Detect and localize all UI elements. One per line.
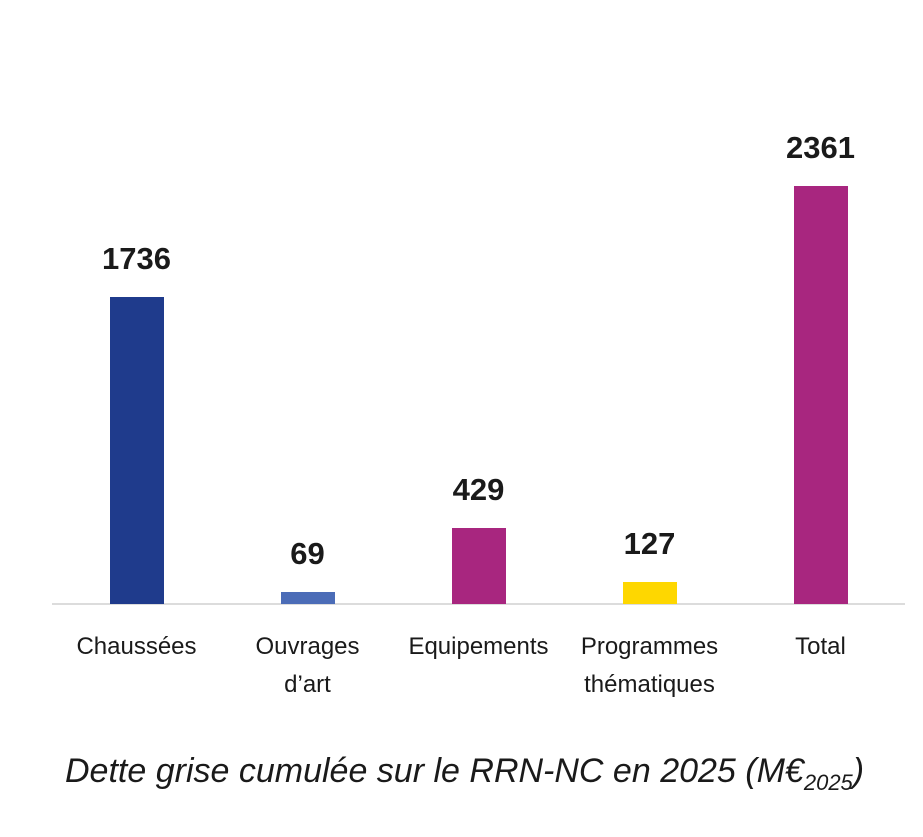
title-subscript: 2025 — [803, 770, 853, 795]
bar — [793, 186, 848, 604]
title-text: Dette grise cumulée sur le RRN-NC en 202… — [65, 752, 804, 790]
bar — [109, 296, 164, 604]
x-tick-label: Chaussées — [76, 633, 197, 660]
x-tick-label: Ouvrages d’art — [255, 633, 360, 698]
bar — [451, 528, 506, 604]
title-end: ) — [852, 752, 865, 790]
value-label: 69 — [290, 535, 325, 571]
baseline — [52, 603, 905, 605]
value-label: 1736 — [102, 240, 171, 276]
value-label: 429 — [452, 472, 505, 508]
value-label: 2361 — [786, 130, 855, 165]
x-tick-label: Equipements — [408, 633, 549, 660]
chart-title: Dette grise cumulée sur le RRN-NC en 202… — [65, 752, 865, 794]
x-tick-label: Total — [795, 633, 846, 660]
bar — [280, 591, 335, 604]
value-label: 127 — [623, 525, 676, 561]
x-tick-label: Programmes thématiques — [580, 633, 719, 698]
bar — [622, 581, 677, 604]
